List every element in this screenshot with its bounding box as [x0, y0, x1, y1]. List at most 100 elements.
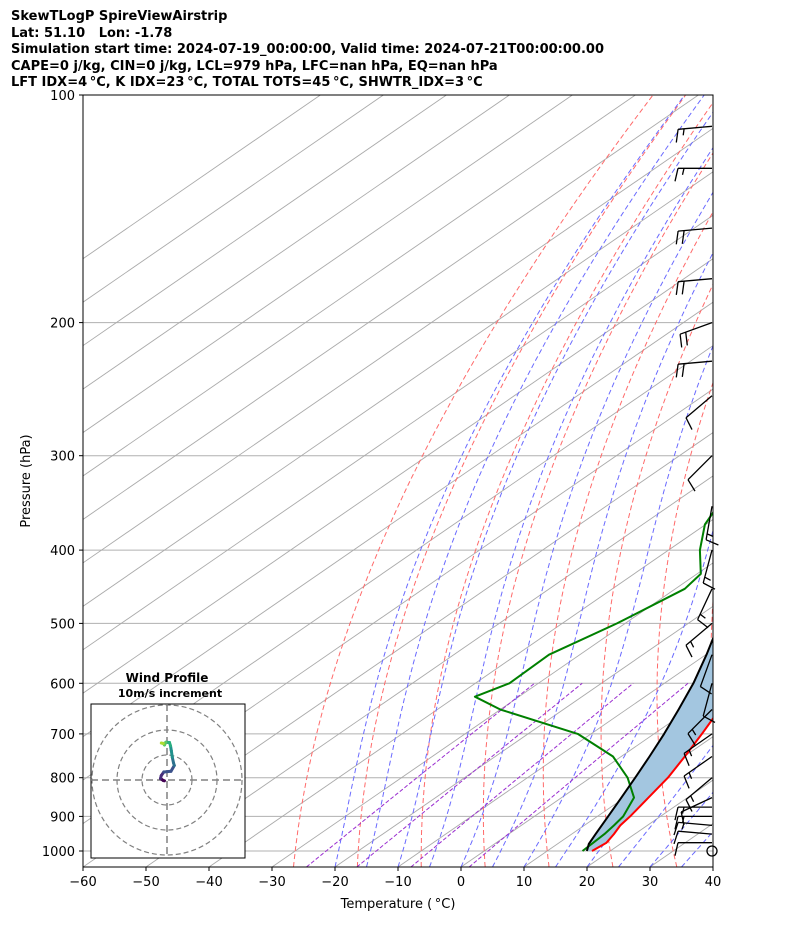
isotherm-line	[83, 95, 699, 520]
wind-barb-staff	[685, 622, 713, 646]
wind-barb-flag	[685, 645, 693, 658]
wind-barb-staff	[679, 321, 713, 335]
hodograph-title: Wind Profile	[126, 671, 209, 685]
wind-barb-flag	[681, 230, 685, 244]
wind-barb	[687, 455, 713, 492]
moist-adiabat-line	[492, 251, 713, 867]
stability-indices: LFT IDX=4 °C, K IDX=23 °C, TOTAL TOTS=45…	[11, 75, 483, 90]
isotherm-line	[334, 605, 713, 867]
x-tick-label: 30	[642, 875, 659, 890]
dry-adiabat-line	[600, 283, 713, 867]
hodograph-trace-segment	[159, 741, 165, 745]
wind-barb-flag	[681, 363, 685, 377]
background-lines	[83, 95, 794, 867]
wind-barb-staff	[680, 797, 713, 813]
isotherm-line	[83, 214, 713, 651]
isotherm-line	[523, 736, 713, 867]
wind-barb-flag	[682, 128, 685, 136]
wind-barb-flag	[691, 728, 697, 736]
isotherm-line	[776, 95, 794, 867]
wind-barb-staff	[699, 654, 713, 687]
dry-adiabat-line	[764, 95, 794, 867]
wind-barb-flag	[685, 799, 693, 812]
x-tick-label: 40	[705, 875, 722, 890]
wind-barb	[687, 709, 713, 746]
stability-parameters: CAPE=0 j/kg, CIN=0 j/kg, LCL=979 hPa, LF…	[11, 58, 498, 74]
calm-wind-marker	[706, 845, 718, 857]
y-tick-label: 500	[50, 617, 75, 632]
moist-adiabat-line	[397, 111, 713, 867]
wind-barb	[685, 777, 713, 812]
moist-adiabat-line	[460, 191, 713, 867]
wind-barb	[685, 395, 713, 430]
wind-barb-staff	[702, 683, 713, 717]
wind-barb	[674, 167, 712, 182]
wind-barb-flag	[690, 641, 695, 648]
wind-barb-staff	[678, 125, 713, 130]
wind-barb-flag	[687, 479, 696, 492]
wind-barb-flag	[675, 231, 679, 245]
isotherm-line	[83, 301, 713, 738]
mixing-ratio-line	[410, 682, 634, 867]
wind-barb-flag	[705, 539, 719, 546]
moist-adiabat-line	[366, 95, 705, 867]
dry-adiabat-line	[482, 152, 713, 867]
moist-adiabat-line	[429, 146, 713, 867]
moist-adiabat-line	[523, 344, 713, 867]
temperature-profile-line	[591, 716, 713, 852]
wind-barb	[683, 733, 713, 766]
wind-barb-flag	[681, 281, 685, 295]
y-tick-label: 200	[50, 317, 75, 332]
wind-barb-staff	[683, 755, 713, 777]
wind-barb-flag	[685, 417, 693, 430]
x-tick-label: 0	[457, 875, 465, 890]
hodograph-plot-area	[91, 704, 245, 858]
chart-header: SkewTLogP SpireViewAirstrip Lat: 51.10 L…	[11, 9, 604, 92]
wind-barb-flag	[687, 733, 696, 746]
wind-barb	[699, 654, 713, 695]
dry-adiabat-line	[356, 95, 687, 867]
wind-barb	[680, 797, 713, 826]
dry-adiabat-line	[710, 594, 713, 719]
wind-barb-flag	[683, 753, 690, 766]
wind-barb-flag	[673, 822, 679, 836]
wind-barb-staff	[678, 227, 713, 232]
y-tick-label: 300	[50, 450, 75, 465]
moist-adiabat-line	[712, 866, 713, 867]
moist-adiabat-line	[618, 744, 713, 867]
x-tick-label: 20	[579, 875, 596, 890]
wind-barb-flag	[674, 816, 679, 830]
wind-barb-flag	[674, 842, 679, 856]
isotherm-line	[586, 779, 713, 867]
wind-barb-flag	[706, 533, 714, 538]
isotherm-line	[460, 692, 713, 867]
y-tick-label: 700	[50, 728, 75, 743]
location-coordinates: Lat: 51.10 Lon: -1.78	[11, 25, 173, 41]
wind-barb-flag	[690, 795, 695, 802]
profile-lines	[473, 511, 713, 852]
mixing-ratio-line	[468, 682, 689, 867]
y-tick-label: 100	[50, 89, 75, 104]
moist-adiabat-line	[555, 528, 713, 867]
parcel-profile-line	[585, 635, 713, 852]
wind-barb	[683, 755, 713, 789]
wind-barb	[674, 806, 712, 821]
x-tick-label: 10	[516, 875, 533, 890]
wind-barb-flag	[679, 334, 683, 348]
wind-barb-flag	[683, 775, 690, 789]
wind-barbs	[673, 125, 719, 857]
y-tick-label: 600	[50, 677, 75, 692]
isotherm-line	[83, 95, 447, 347]
dry-adiabat-line	[293, 95, 654, 867]
isotherm-line	[83, 127, 713, 564]
dewpoint-profile-line	[473, 511, 713, 852]
wind-barb-staff	[678, 830, 713, 835]
x-axis-label: Temperature ( °C)	[340, 897, 456, 912]
isotherm-line	[145, 475, 713, 867]
wind-barb-flag	[673, 831, 679, 845]
wind-barb	[705, 506, 719, 546]
y-axis-label: Pressure (hPa)	[19, 434, 34, 527]
wind-barb-flag	[685, 332, 688, 346]
wind-barb-flag	[675, 364, 679, 378]
